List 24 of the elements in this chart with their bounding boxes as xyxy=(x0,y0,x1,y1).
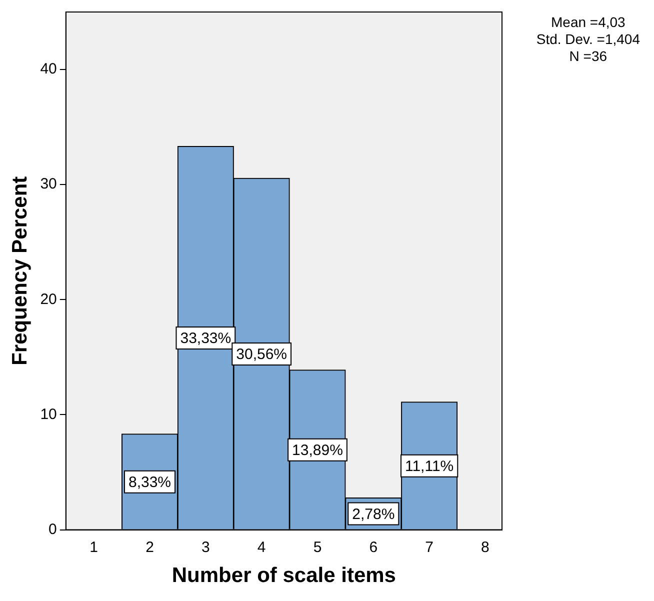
data-label: 8,33% xyxy=(128,474,172,492)
y-tick-label: 0 xyxy=(48,520,57,538)
text: Mean =4,03 xyxy=(550,14,626,31)
data-label: 13,89% xyxy=(292,442,343,460)
y-tick-label: 30 xyxy=(40,176,57,193)
x-tick-label: 6 xyxy=(369,538,378,556)
x-tick-label: 8 xyxy=(481,538,490,556)
x-tick-label: 1 xyxy=(90,538,98,556)
text: N =36 xyxy=(568,48,608,65)
data-label: 33,33% xyxy=(180,330,232,348)
data-label: 2,78% xyxy=(352,506,395,523)
data-label: 30,56% xyxy=(236,346,288,364)
x-tick-label: 4 xyxy=(257,538,266,556)
data-label: 11,11% xyxy=(404,458,454,476)
x-axis-title: Number of scale items xyxy=(172,564,396,588)
y-axis-title: Frequency Percent xyxy=(8,176,32,366)
x-tick-label: 7 xyxy=(425,538,434,556)
y-tick-label: 20 xyxy=(40,290,57,308)
x-tick-label: 5 xyxy=(313,538,322,556)
y-tick-label: 40 xyxy=(40,60,57,78)
x-tick-label: 2 xyxy=(146,538,154,556)
y-tick-label: 10 xyxy=(40,406,57,423)
x-tick-label: 3 xyxy=(201,538,210,556)
text: Std. Dev. =1,404 xyxy=(536,31,640,48)
